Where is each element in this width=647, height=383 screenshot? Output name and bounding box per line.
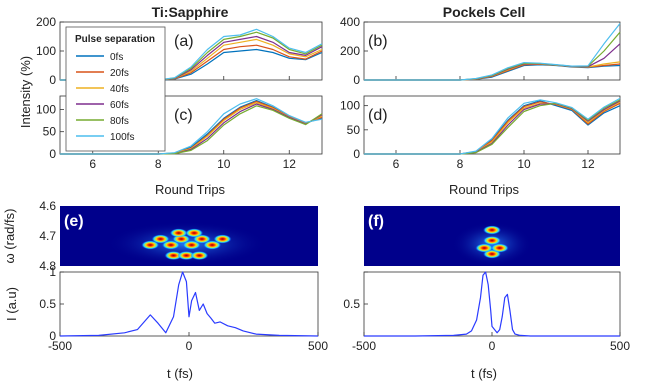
- y-tick-label: 200: [340, 44, 360, 58]
- column-title-ti-sapphire: Ti:Sapphire: [152, 4, 229, 20]
- legend-entry: 60fs: [110, 100, 129, 111]
- legend-entry: 80fs: [110, 116, 129, 127]
- time-xlabel-right: t (fs): [471, 366, 497, 381]
- heatmap-blob: [213, 234, 232, 244]
- x-tick-label: 500: [610, 339, 630, 353]
- panel-letter: (e): [64, 213, 84, 230]
- heatmap-blob: [190, 251, 209, 260]
- round-trips-xlabel-right: Round Trips: [449, 182, 520, 197]
- omega-ylabel: ω (rad/fs): [2, 209, 17, 264]
- heatmap-blob: [483, 225, 501, 235]
- y-tick-label: 0.5: [343, 297, 360, 311]
- intensity-ylabel: Intensity (%): [18, 56, 33, 128]
- heatmap-blob: [177, 251, 196, 260]
- panel-letter: (a): [174, 33, 194, 50]
- y-tick-label: 0: [353, 147, 360, 161]
- plot-area: [363, 21, 621, 81]
- heatmap-blob: [182, 240, 201, 250]
- x-tick-label: 500: [308, 339, 328, 353]
- envelope-ylabel: I (a.u): [4, 287, 19, 321]
- x-tick-label: 8: [155, 157, 162, 171]
- y-tick-label: 1: [49, 265, 56, 279]
- heatmap-blob: [475, 243, 494, 253]
- heatmap-blob: [169, 228, 188, 238]
- time-xlabel-left: t (fs): [167, 366, 193, 381]
- y-tick-label: 0: [49, 73, 56, 87]
- legend-entry: 100fs: [110, 132, 134, 143]
- plot-area: [59, 271, 319, 337]
- heatmap-blob: [185, 228, 204, 238]
- legend-title: Pulse separation: [75, 34, 155, 45]
- heatmap-blob: [490, 243, 509, 253]
- x-tick-label: -500: [352, 339, 376, 353]
- y-tick-label: 100: [340, 99, 360, 113]
- panel-letter: (c): [174, 107, 193, 124]
- y-tick-label: 0.5: [39, 297, 56, 311]
- panel-e-envelope: 010.5-500 0 500: [39, 265, 328, 353]
- heatmap-blob: [161, 240, 180, 250]
- legend-entry: 40fs: [110, 84, 129, 95]
- legend-entries: 0fs 20fs 40fs 60fs 80fs 100fs: [76, 52, 134, 143]
- x-tick-label: 10: [217, 157, 231, 171]
- y-tick-label: 100: [36, 44, 56, 58]
- round-trips-xlabel-left: Round Trips: [155, 182, 226, 197]
- series-line-envelope: [59, 271, 319, 337]
- x-tick-label: 6: [89, 157, 96, 171]
- y-tick-label: 4.7: [39, 229, 56, 243]
- x-tick-label: 0: [489, 339, 496, 353]
- legend-entry: 0fs: [110, 52, 123, 63]
- y-tick-label: 4.6: [39, 199, 56, 213]
- y-tick-label: 200: [36, 15, 56, 29]
- heatmap-blob: [151, 234, 170, 244]
- x-tick-label: 12: [283, 157, 297, 171]
- series-line-100fs: [60, 98, 323, 155]
- x-tick-label: 6: [393, 157, 400, 171]
- series-line-envelope: [364, 271, 620, 337]
- legend-box: [65, 26, 166, 152]
- x-tick-label: 8: [457, 157, 464, 171]
- panel-b: 0 200 400 (b): [340, 15, 621, 87]
- y-tick-label: 0: [49, 147, 56, 161]
- plot-area: [363, 95, 621, 155]
- column-title-pockels-cell: Pockels Cell: [443, 4, 526, 20]
- x-tick-label: 12: [581, 157, 595, 171]
- panel-letter: (b): [368, 33, 388, 50]
- y-tick-label: 50: [43, 125, 57, 139]
- heatmap-blob: [141, 240, 160, 250]
- x-tick-label: -500: [48, 339, 72, 353]
- series-line-100fs: [364, 97, 621, 155]
- y-tick-label: 400: [340, 15, 360, 29]
- y-tick-label: 100: [36, 102, 56, 116]
- panel-d: 0 50 100 6 8 10 12 (d): [340, 95, 621, 171]
- panel-f-envelope: 0.5 -500 0 500: [343, 271, 630, 353]
- panel-letter: (f): [368, 213, 384, 230]
- y-tick-label: 50: [347, 123, 361, 137]
- y-tick-label: 0: [49, 329, 56, 343]
- heatmap-blob: [164, 251, 183, 260]
- x-tick-label: 10: [517, 157, 531, 171]
- legend-entry: 20fs: [110, 68, 129, 79]
- heatmap-e: (e) 4.6 4.7 4.8: [39, 199, 318, 273]
- legend: Pulse separation 0fs 20fs 40fs 60fs 80fs 100f…: [65, 26, 166, 152]
- x-tick-label: 0: [186, 339, 193, 353]
- heatmap-blob: [483, 236, 501, 245]
- y-tick-label: 4.8: [39, 259, 56, 273]
- series-line-100fs: [364, 23, 621, 81]
- y-tick-label: 0: [353, 73, 360, 87]
- panel-letter: (d): [368, 107, 388, 124]
- heatmap-blob: [203, 240, 222, 250]
- heatmap-f: (f): [364, 206, 620, 267]
